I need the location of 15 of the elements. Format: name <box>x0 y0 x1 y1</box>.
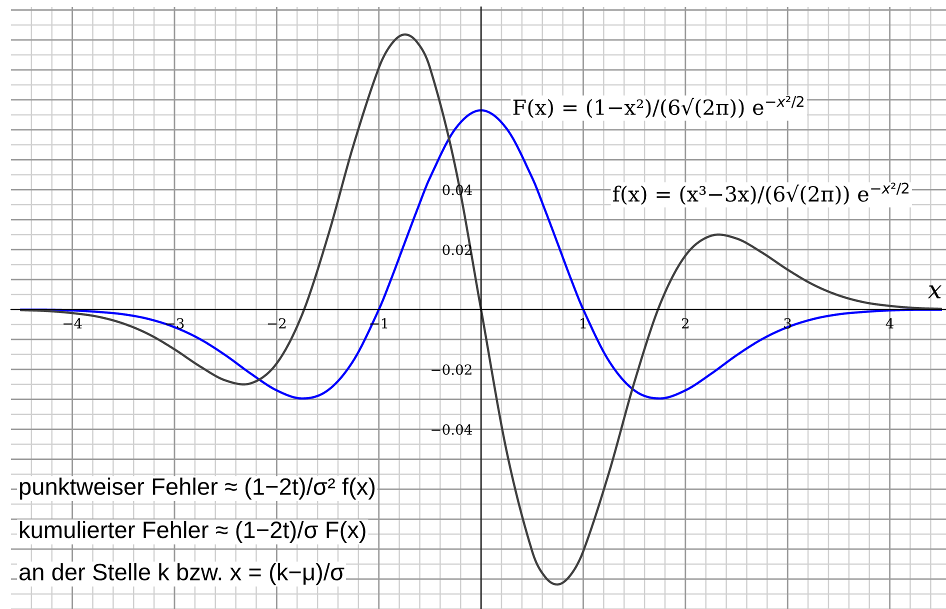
x-tick-label: 1 <box>580 318 586 328</box>
x-tick-label: 2 <box>682 318 688 328</box>
annotation: f(x) = (x³−3x)/(6√(2π)) e$^{−x²/2}$ <box>612 182 908 205</box>
x-tick-label: 3 <box>784 318 791 329</box>
x-tick-label: 4 <box>886 318 894 328</box>
y-tick-label: −0.04 <box>432 424 472 435</box>
annotation: punktweiser Fehler ≈ (1−2t)/σ² f(x) <box>20 478 375 500</box>
annotation: kumulierter Fehler ≈ (1−2t)/σ F(x) <box>20 520 366 543</box>
annotation: an der Stelle k bzw. x = (k−μ)/σ <box>19 563 344 586</box>
x-tick-label: −2 <box>268 318 286 328</box>
x-axis-title: x <box>928 285 942 298</box>
x-tick-label: −3 <box>166 318 184 329</box>
y-tick-label: −0.02 <box>432 364 472 375</box>
annotation: F(x) = (1−x²)/(6√(2π)) e$^{−x²/2}$ <box>513 96 804 118</box>
x-tick-label: −4 <box>64 318 82 328</box>
